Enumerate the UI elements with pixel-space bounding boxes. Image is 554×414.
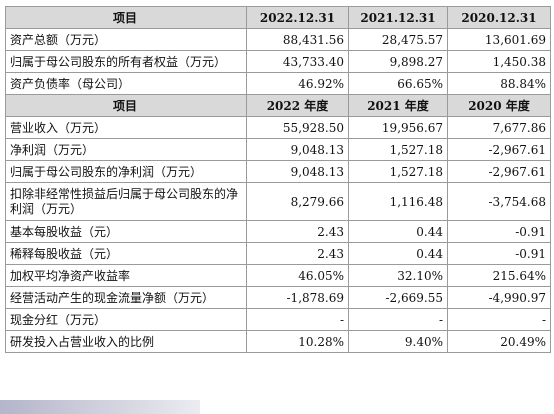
header-2022: 2022.12.31 bbox=[246, 6, 349, 29]
cell-2021: 1,527.18 bbox=[348, 138, 448, 161]
cell-2022: 10.28% bbox=[246, 330, 349, 353]
cell-2020: 13,601.69 bbox=[447, 28, 551, 51]
table-header-row: 项目 2022.12.31 2021.12.31 2020.12.31 bbox=[5, 6, 551, 29]
cell-2020: -4,990.97 bbox=[447, 286, 551, 309]
row-label: 扣除非经常性损益后归属于母公司股东的净利润（万元） bbox=[5, 182, 247, 221]
cell-2021: 1,527.18 bbox=[348, 160, 448, 183]
table-row: 稀释每股收益（元） 2.43 0.44 -0.91 bbox=[5, 242, 551, 265]
cell-2021: 0.44 bbox=[348, 242, 448, 265]
header-2021: 2021 年度 bbox=[348, 94, 448, 117]
cell-2021: 19,956.67 bbox=[348, 116, 448, 139]
table-row: 营业收入（万元） 55,928.50 19,956.67 7,677.86 bbox=[5, 116, 551, 139]
cell-2020: 20.49% bbox=[447, 330, 551, 353]
header-item: 项目 bbox=[5, 94, 247, 117]
cell-2022: 46.92% bbox=[246, 72, 349, 95]
cell-2021: 32.10% bbox=[348, 264, 448, 287]
table-header-row: 项目 2022 年度 2021 年度 2020 年度 bbox=[5, 94, 551, 117]
cell-2020: - bbox=[447, 308, 551, 331]
cell-2020: -0.91 bbox=[447, 242, 551, 265]
cell-2021: 66.65% bbox=[348, 72, 448, 95]
table-row: 归属于母公司股东的净利润（万元） 9,048.13 1,527.18 -2,96… bbox=[5, 160, 551, 183]
cell-2021: - bbox=[348, 308, 448, 331]
cell-2022: - bbox=[246, 308, 349, 331]
cell-2020: -2,967.61 bbox=[447, 138, 551, 161]
table-row: 归属于母公司股东的所有者权益（万元） 43,733.40 9,898.27 1,… bbox=[5, 50, 551, 73]
header-2022: 2022 年度 bbox=[246, 94, 349, 117]
row-label: 现金分红（万元） bbox=[5, 308, 247, 331]
cell-2021: 28,475.57 bbox=[348, 28, 448, 51]
table-row: 加权平均净资产收益率 46.05% 32.10% 215.64% bbox=[5, 264, 551, 287]
row-label: 归属于母公司股东的净利润（万元） bbox=[5, 160, 247, 183]
cell-2021: -2,669.55 bbox=[348, 286, 448, 309]
cell-2021: 1,116.48 bbox=[348, 182, 448, 221]
table-row: 净利润（万元） 9,048.13 1,527.18 -2,967.61 bbox=[5, 138, 551, 161]
header-item: 项目 bbox=[5, 6, 247, 29]
cell-2022: 46.05% bbox=[246, 264, 349, 287]
table-row: 经营活动产生的现金流量净额（万元） -1,878.69 -2,669.55 -4… bbox=[5, 286, 551, 309]
header-2020: 2020 年度 bbox=[447, 94, 551, 117]
cell-2020: 88.84% bbox=[447, 72, 551, 95]
row-label: 经营活动产生的现金流量净额（万元） bbox=[5, 286, 247, 309]
row-label: 基本每股收益（元） bbox=[5, 220, 247, 243]
table-row: 研发投入占营业收入的比例 10.28% 9.40% 20.49% bbox=[5, 330, 551, 353]
table-row: 资产总额（万元） 88,431.56 28,475.57 13,601.69 bbox=[5, 28, 551, 51]
row-label: 加权平均净资产收益率 bbox=[5, 264, 247, 287]
cell-2022: -1,878.69 bbox=[246, 286, 349, 309]
table-row: 扣除非经常性损益后归属于母公司股东的净利润（万元） 8,279.66 1,116… bbox=[5, 182, 551, 221]
cell-2022: 9,048.13 bbox=[246, 138, 349, 161]
cell-2020: 215.64% bbox=[447, 264, 551, 287]
cell-2020: 1,450.38 bbox=[447, 50, 551, 73]
header-2021: 2021.12.31 bbox=[348, 6, 448, 29]
cell-2021: 0.44 bbox=[348, 220, 448, 243]
row-label: 研发投入占营业收入的比例 bbox=[5, 330, 247, 353]
row-label: 资产负债率（母公司） bbox=[5, 72, 247, 95]
cell-2022: 9,048.13 bbox=[246, 160, 349, 183]
cell-2020: 7,677.86 bbox=[447, 116, 551, 139]
cell-2020: -3,754.68 bbox=[447, 182, 551, 221]
cell-2022: 55,928.50 bbox=[246, 116, 349, 139]
header-2020: 2020.12.31 bbox=[447, 6, 551, 29]
cell-2020: -2,967.61 bbox=[447, 160, 551, 183]
cell-2021: 9,898.27 bbox=[348, 50, 448, 73]
cell-2022: 8,279.66 bbox=[246, 182, 349, 221]
row-label: 资产总额（万元） bbox=[5, 28, 247, 51]
cell-2022: 88,431.56 bbox=[246, 28, 349, 51]
row-label: 稀释每股收益（元） bbox=[5, 242, 247, 265]
financial-table: 项目 2022.12.31 2021.12.31 2020.12.31 资产总额… bbox=[5, 6, 551, 353]
table-row: 资产负债率（母公司） 46.92% 66.65% 88.84% bbox=[5, 72, 551, 95]
cell-2022: 43,733.40 bbox=[246, 50, 349, 73]
row-label: 营业收入（万元） bbox=[5, 116, 247, 139]
cell-2022: 2.43 bbox=[246, 220, 349, 243]
row-label: 归属于母公司股东的所有者权益（万元） bbox=[5, 50, 247, 73]
cell-2022: 2.43 bbox=[246, 242, 349, 265]
row-label: 净利润（万元） bbox=[5, 138, 247, 161]
cell-2020: -0.91 bbox=[447, 220, 551, 243]
cell-2021: 9.40% bbox=[348, 330, 448, 353]
table-row: 现金分红（万元） - - - bbox=[5, 308, 551, 331]
table-row: 基本每股收益（元） 2.43 0.44 -0.91 bbox=[5, 220, 551, 243]
